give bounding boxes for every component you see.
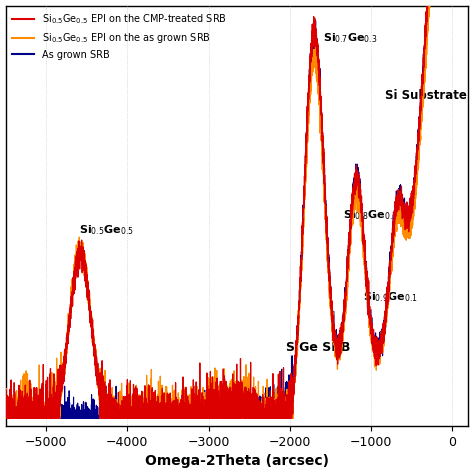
- X-axis label: Omega-2Theta (arcsec): Omega-2Theta (arcsec): [145, 455, 329, 468]
- Text: Si$_{0.8}$Ge$_{0.2}$: Si$_{0.8}$Ge$_{0.2}$: [343, 208, 397, 222]
- Text: Si$_{0.9}$Ge$_{0.1}$: Si$_{0.9}$Ge$_{0.1}$: [363, 291, 418, 304]
- Text: Si$_{0.5}$Ge$_{0.5}$: Si$_{0.5}$Ge$_{0.5}$: [79, 224, 134, 237]
- Legend: Si$_{0.5}$Ge$_{0.5}$ EPI on the CMP-treated SRB, Si$_{0.5}$Ge$_{0.5}$ EPI on the: Si$_{0.5}$Ge$_{0.5}$ EPI on the CMP-trea…: [9, 9, 230, 64]
- Text: Si Substrate: Si Substrate: [385, 90, 467, 102]
- Text: SiGe SRB: SiGe SRB: [286, 341, 350, 354]
- Text: Si$_{0.7}$Ge$_{0.3}$: Si$_{0.7}$Ge$_{0.3}$: [323, 31, 378, 45]
